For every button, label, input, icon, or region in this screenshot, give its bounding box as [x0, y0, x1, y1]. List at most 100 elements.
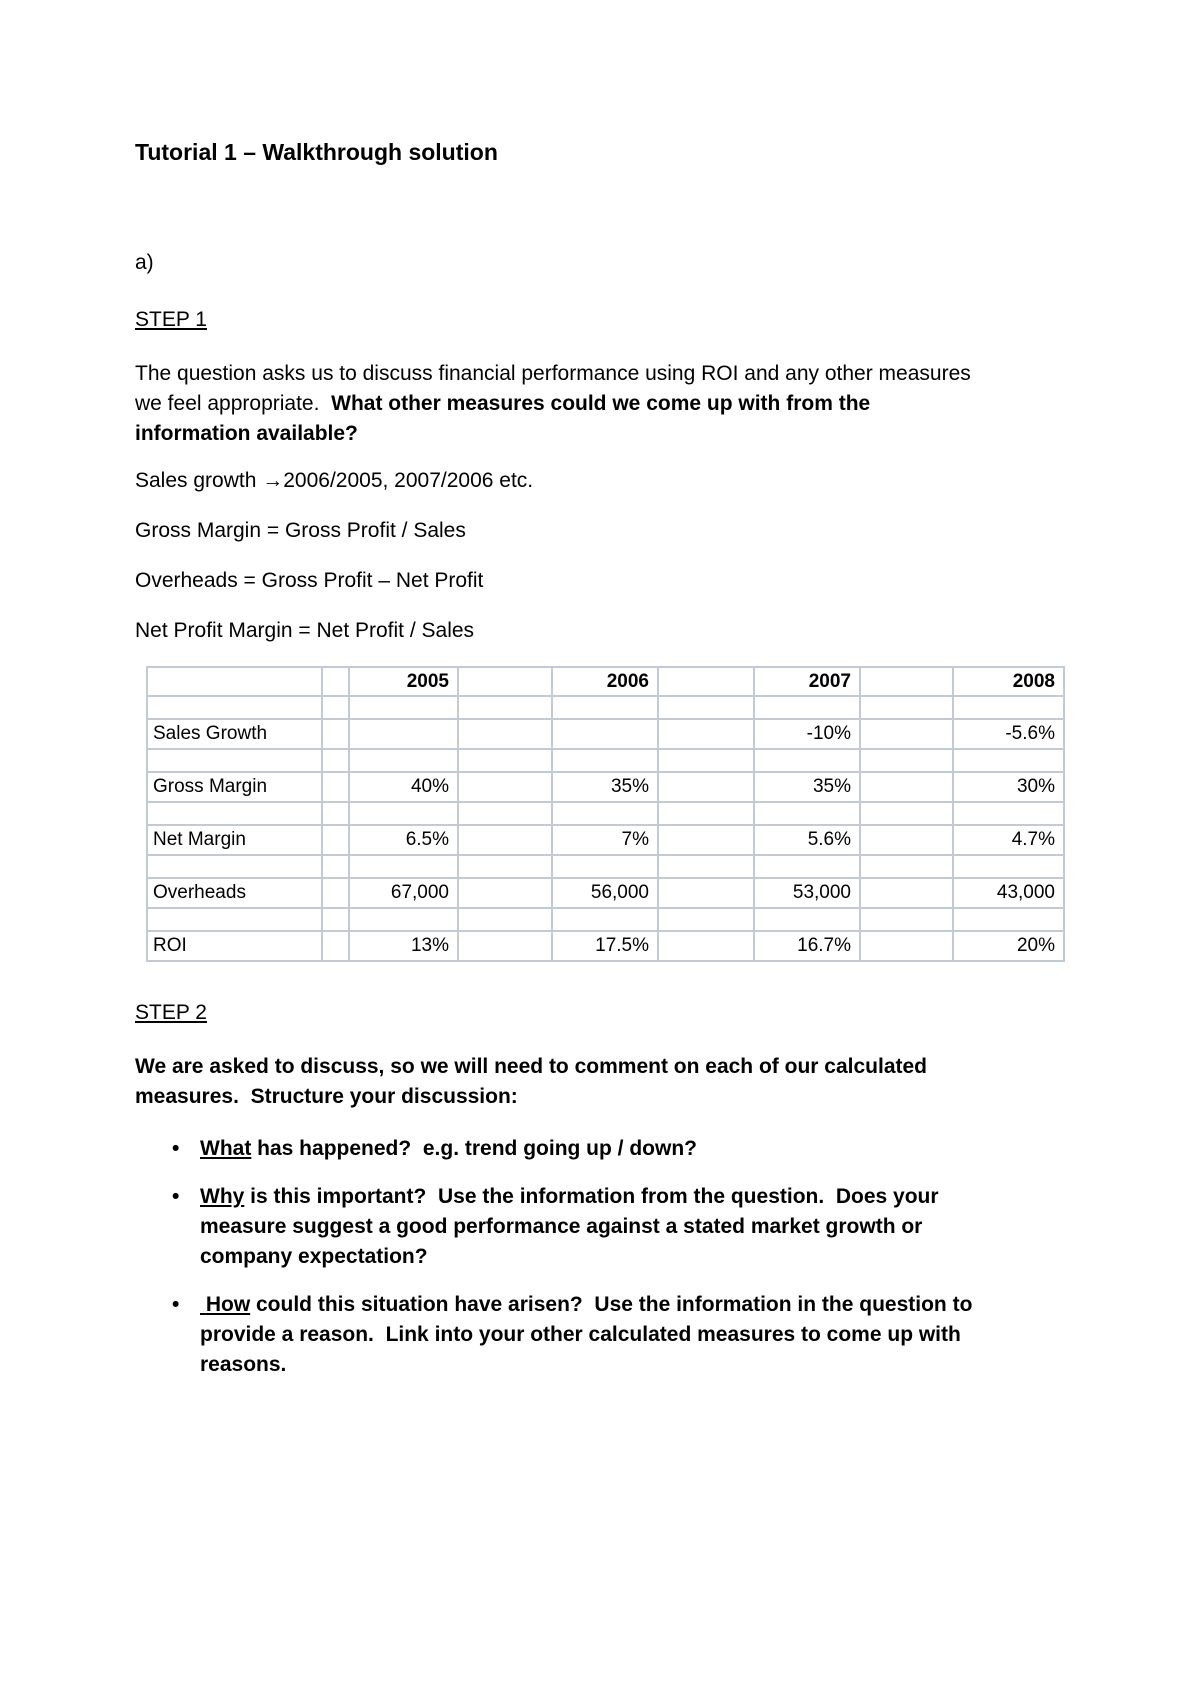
- table-spacer-cell: [657, 907, 755, 932]
- table-row: Overheads 67,000 56,000 53,000 43,000: [146, 877, 1065, 909]
- table-spacer-cell: [657, 666, 755, 697]
- table-row: Gross Margin 40% 35% 35% 30%: [146, 771, 1065, 803]
- table-spacer-cell: [457, 695, 553, 720]
- table-row-label: Net Margin: [146, 824, 323, 856]
- table-spacer-cell: [146, 748, 323, 773]
- step2-intro-paragraph: We are asked to discuss, so we will need…: [135, 1055, 933, 1108]
- table-spacer-cell: [321, 801, 350, 826]
- bullet-text: could this situation have arisen? Use th…: [200, 1293, 979, 1376]
- table-spacer-cell: [859, 771, 954, 803]
- table-spacer-cell: [657, 718, 755, 750]
- section-label: a): [135, 251, 154, 274]
- discussion-bullet: Why is this important? Use the informati…: [135, 1182, 997, 1272]
- formula-gross-margin: Gross Margin = Gross Profit / Sales: [135, 519, 466, 542]
- table-value-cell: 35%: [551, 771, 659, 803]
- table-spacer-cell: [457, 801, 553, 826]
- table-spacer-cell: [859, 854, 954, 879]
- table-value-cell: 4.7%: [952, 824, 1065, 856]
- table-year-header: 2008: [952, 666, 1065, 697]
- table-row: Sales Growth -10% -5.6%: [146, 718, 1065, 750]
- table-spacer-cell: [457, 666, 553, 697]
- table-value-cell: 16.7%: [753, 930, 861, 962]
- table-spacer-cell: [348, 801, 459, 826]
- table-value-cell: -5.6%: [952, 718, 1065, 750]
- table-value-cell: 43,000: [952, 877, 1065, 909]
- table-value-cell: -10%: [753, 718, 861, 750]
- table-spacer-cell: [657, 771, 755, 803]
- table-spacer-cell: [859, 907, 954, 932]
- table-spacer-cell: [551, 695, 659, 720]
- table-spacer-cell: [146, 801, 323, 826]
- discussion-bullet-list: What has happened? e.g. trend going up /…: [135, 1134, 997, 1380]
- table-spacer-row: [146, 907, 1065, 932]
- table-row-label: Overheads: [146, 877, 323, 909]
- discussion-bullet: How could this situation have arisen? Us…: [135, 1290, 997, 1380]
- formula-sales-growth: Sales growth →2006/2005, 2007/2006 etc.: [135, 469, 534, 492]
- table-spacer-cell: [321, 877, 350, 909]
- table-value-cell: 56,000: [551, 877, 659, 909]
- table-spacer-cell: [657, 695, 755, 720]
- table-spacer-cell: [753, 854, 861, 879]
- step2-heading: STEP 2: [135, 1001, 207, 1024]
- table-spacer-cell: [859, 695, 954, 720]
- table-spacer-cell: [457, 930, 553, 962]
- step1-heading: STEP 1: [135, 308, 207, 331]
- table-spacer-cell: [457, 748, 553, 773]
- table-spacer-cell: [952, 907, 1065, 932]
- table-spacer-cell: [859, 748, 954, 773]
- table-spacer-cell: [952, 695, 1065, 720]
- table-spacer-cell: [321, 907, 350, 932]
- table-spacer-cell: [753, 907, 861, 932]
- table-value-cell: 5.6%: [753, 824, 861, 856]
- formula-net-profit-margin: Net Profit Margin = Net Profit / Sales: [135, 619, 475, 642]
- table-spacer-row: [146, 801, 1065, 826]
- table-spacer-cell: [753, 748, 861, 773]
- table-value-cell: 35%: [753, 771, 861, 803]
- table-value-cell: [551, 718, 659, 750]
- step1-intro-bold-text: What other measures could we come up wit…: [135, 392, 877, 445]
- table-spacer-cell: [321, 695, 350, 720]
- table-spacer-cell: [859, 930, 954, 962]
- table-spacer-cell: [551, 907, 659, 932]
- bullet-text: is this important? Use the information f…: [200, 1185, 945, 1268]
- document-page: Tutorial 1 – Walkthrough solution a) STE…: [0, 0, 1200, 1380]
- table-spacer-row: [146, 695, 1065, 720]
- table-value-cell: [348, 718, 459, 750]
- table-spacer-cell: [657, 930, 755, 962]
- table-spacer-cell: [952, 801, 1065, 826]
- table-spacer-cell: [859, 666, 954, 697]
- step1-intro-normal-text: The question asks us to discuss financia…: [135, 362, 977, 415]
- table-spacer-row: [146, 854, 1065, 879]
- table-value-cell: 67,000: [348, 877, 459, 909]
- step1-intro-paragraph: The question asks us to discuss financia…: [135, 359, 971, 449]
- table-spacer-cell: [146, 907, 323, 932]
- table-row-label: Gross Margin: [146, 771, 323, 803]
- table-year-header: 2007: [753, 666, 861, 697]
- table-spacer-cell: [551, 801, 659, 826]
- table-spacer-cell: [457, 824, 553, 856]
- table-corner-cell: [146, 666, 323, 697]
- table-spacer-cell: [457, 771, 553, 803]
- bullet-keyword: Why: [200, 1185, 245, 1208]
- table-spacer-cell: [321, 771, 350, 803]
- table-spacer-cell: [457, 877, 553, 909]
- table-spacer-cell: [348, 695, 459, 720]
- document-title: Tutorial 1 – Walkthrough solution: [135, 139, 498, 165]
- table-spacer-cell: [859, 877, 954, 909]
- table-row-label: Sales Growth: [146, 718, 323, 750]
- table-year-header: 2006: [551, 666, 659, 697]
- table-row: ROI 13% 17.5% 16.7% 20%: [146, 930, 1065, 962]
- table-spacer-cell: [753, 695, 861, 720]
- table-spacer-cell: [551, 854, 659, 879]
- table-header-row: 2005 2006 2007 2008: [146, 666, 1065, 697]
- table-row-label: ROI: [146, 930, 323, 962]
- formula-overheads: Overheads = Gross Profit – Net Profit: [135, 569, 484, 592]
- financial-measures-table: 2005 2006 2007 2008 Sales Growth -10% -5.6% Gro…: [146, 666, 1065, 962]
- table-spacer-cell: [146, 695, 323, 720]
- table-value-cell: 17.5%: [551, 930, 659, 962]
- table-spacer-cell: [321, 930, 350, 962]
- table-value-cell: 40%: [348, 771, 459, 803]
- table-spacer-cell: [657, 824, 755, 856]
- table-spacer-cell: [859, 718, 954, 750]
- table-spacer-cell: [657, 748, 755, 773]
